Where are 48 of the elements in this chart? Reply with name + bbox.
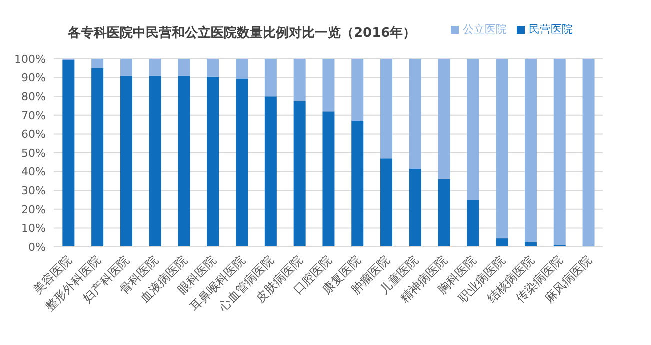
bar (92, 59, 104, 68)
bar (236, 78, 248, 247)
bar (264, 59, 277, 97)
bar (236, 59, 248, 79)
bar (120, 76, 132, 247)
bar (438, 179, 450, 247)
bar (554, 59, 566, 246)
y-tick-label: 10% (22, 222, 46, 236)
bar (352, 59, 364, 122)
bar (352, 121, 364, 247)
bar (322, 112, 335, 247)
bar (322, 59, 335, 112)
y-tick-label: 70% (22, 109, 46, 122)
bar (409, 168, 422, 247)
bar (62, 60, 75, 247)
y-tick-label: 30% (22, 184, 46, 198)
bar (149, 76, 162, 247)
bar (524, 59, 537, 242)
y-tick-label: 100% (14, 52, 46, 66)
y-tick-label: 20% (22, 203, 46, 216)
bar (496, 59, 508, 239)
legend-label: 民营医院 (529, 23, 573, 36)
bar (438, 59, 450, 180)
y-tick-label: 80% (22, 90, 46, 104)
bar (380, 158, 393, 247)
bar (380, 59, 393, 159)
y-tick-label: 0% (28, 240, 46, 254)
bar (496, 238, 508, 247)
bar (149, 59, 162, 76)
bar (294, 101, 306, 247)
chart-title: 各专科医院中民营和公立医院数量比例对比一览（2016年） (68, 24, 416, 42)
y-tick-label: 50% (22, 146, 46, 160)
bar (178, 59, 190, 76)
y-tick-label: 40% (22, 166, 46, 179)
bar (467, 59, 480, 200)
bar (582, 59, 595, 247)
bar (207, 76, 220, 247)
bar (409, 59, 422, 169)
y-tick-label: 90% (22, 72, 46, 85)
bar (178, 76, 190, 247)
bar (92, 68, 104, 247)
bar (207, 59, 220, 77)
bar (294, 59, 306, 102)
legend-label: 公立医院 (463, 23, 507, 36)
y-tick-label: 60% (22, 128, 46, 142)
bar (120, 59, 132, 76)
bar (264, 96, 277, 247)
bar (467, 200, 480, 247)
